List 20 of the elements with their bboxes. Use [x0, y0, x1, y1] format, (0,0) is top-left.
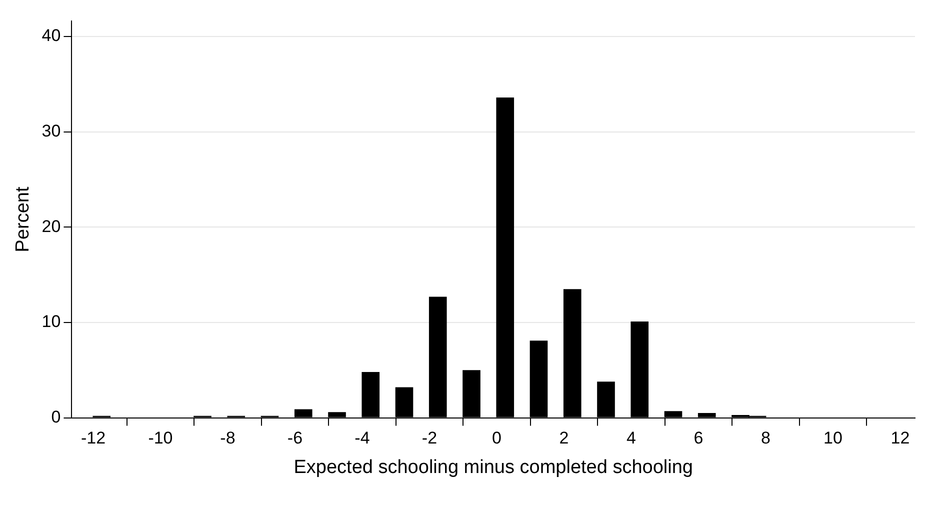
y-tick-label: 20 [42, 216, 61, 236]
y-tick-label: 10 [42, 312, 61, 332]
x-tick-label: 4 [626, 428, 636, 448]
x-tick-label: -2 [422, 428, 438, 448]
y-tick-label: 40 [42, 26, 61, 46]
x-tick-label: 8 [760, 428, 770, 448]
x-tick-label: -6 [287, 428, 303, 448]
y-tick-label: 30 [42, 121, 61, 140]
x-tick-label: 6 [694, 428, 704, 448]
x-tick-label: -10 [148, 428, 173, 448]
y-tick-label: 0 [51, 407, 61, 426]
x-axis-title: Expected schooling minus completed schooling [294, 456, 693, 478]
x-tick-label: -12 [80, 428, 106, 448]
y-axis-title: Percent [12, 186, 34, 252]
x-tick-label: 2 [559, 428, 569, 448]
x-tick-label: 0 [492, 428, 502, 448]
x-tick-label: -8 [220, 428, 236, 448]
x-tick-label: -4 [354, 428, 370, 448]
x-tick-label: 10 [823, 428, 842, 448]
x-tick-label: 12 [890, 428, 910, 448]
